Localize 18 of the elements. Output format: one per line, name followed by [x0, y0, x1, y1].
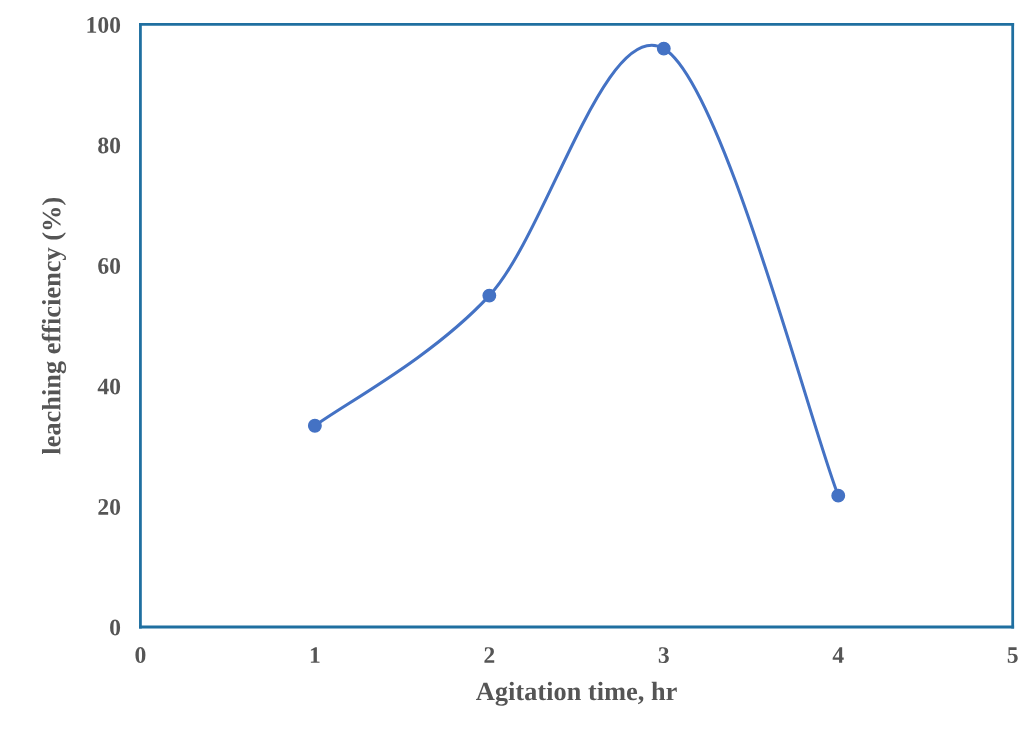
- y-tick-label: 0: [110, 619, 121, 636]
- x-tick-label: 1: [310, 647, 320, 663]
- y-tick-label: 80: [98, 137, 121, 154]
- x-axis-title: Agitation time, hr: [476, 681, 677, 706]
- point: [482, 288, 497, 303]
- x-tick-label: 2: [484, 647, 495, 663]
- x-tick-label: 5: [1007, 647, 1018, 664]
- y-tick-label: 40: [97, 378, 121, 395]
- y-tick-label: 100: [87, 16, 121, 33]
- y-tick-label: 20: [98, 498, 121, 515]
- x-tick-label: 3: [658, 647, 669, 664]
- point: [307, 418, 322, 433]
- y-axis-title: leaching efficiency (%): [41, 197, 67, 455]
- point: [656, 41, 671, 56]
- x-tick-label: 0: [135, 647, 146, 664]
- y-tick-label: 60: [98, 257, 121, 274]
- x-tick-label: 4: [832, 647, 844, 663]
- point: [831, 488, 846, 503]
